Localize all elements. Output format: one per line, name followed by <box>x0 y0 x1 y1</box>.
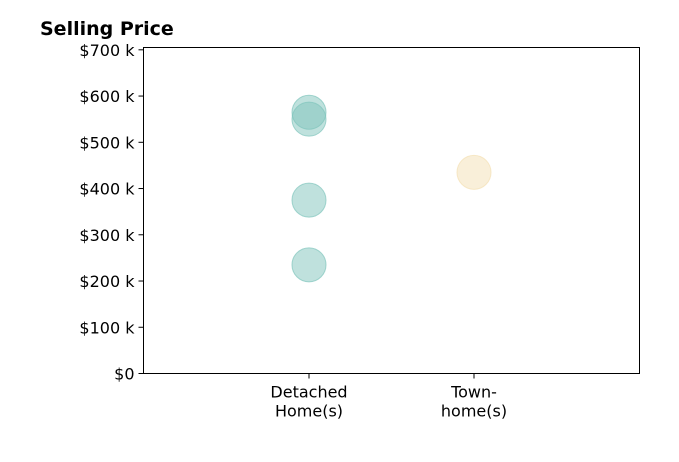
data-point <box>456 154 492 190</box>
x-tick-label: Detached <box>270 383 347 402</box>
y-axis: $0 $100 k $200 k $300 k $400 k $500 k $600 k $7… <box>79 41 144 384</box>
x-tick-label: Town- <box>450 383 497 402</box>
x-tick-label: home(s) <box>441 402 507 421</box>
data-point <box>291 247 327 283</box>
data-point <box>291 101 327 137</box>
y-tick-label: $100 k <box>79 318 135 337</box>
y-tick-label: $0 <box>114 365 134 384</box>
y-tick-label: $200 k <box>79 272 135 291</box>
y-tick-label: $400 k <box>79 180 135 199</box>
plot-frame <box>143 47 640 374</box>
y-tick-label: $500 k <box>79 133 135 152</box>
data-points <box>291 94 492 283</box>
data-point <box>291 182 327 218</box>
y-tick-label: $600 k <box>79 87 135 106</box>
chart-title: Selling Price <box>40 18 174 40</box>
y-tick-label: $700 k <box>79 41 135 60</box>
y-tick-label: $300 k <box>79 226 135 245</box>
x-tick-label: Home(s) <box>275 402 343 421</box>
